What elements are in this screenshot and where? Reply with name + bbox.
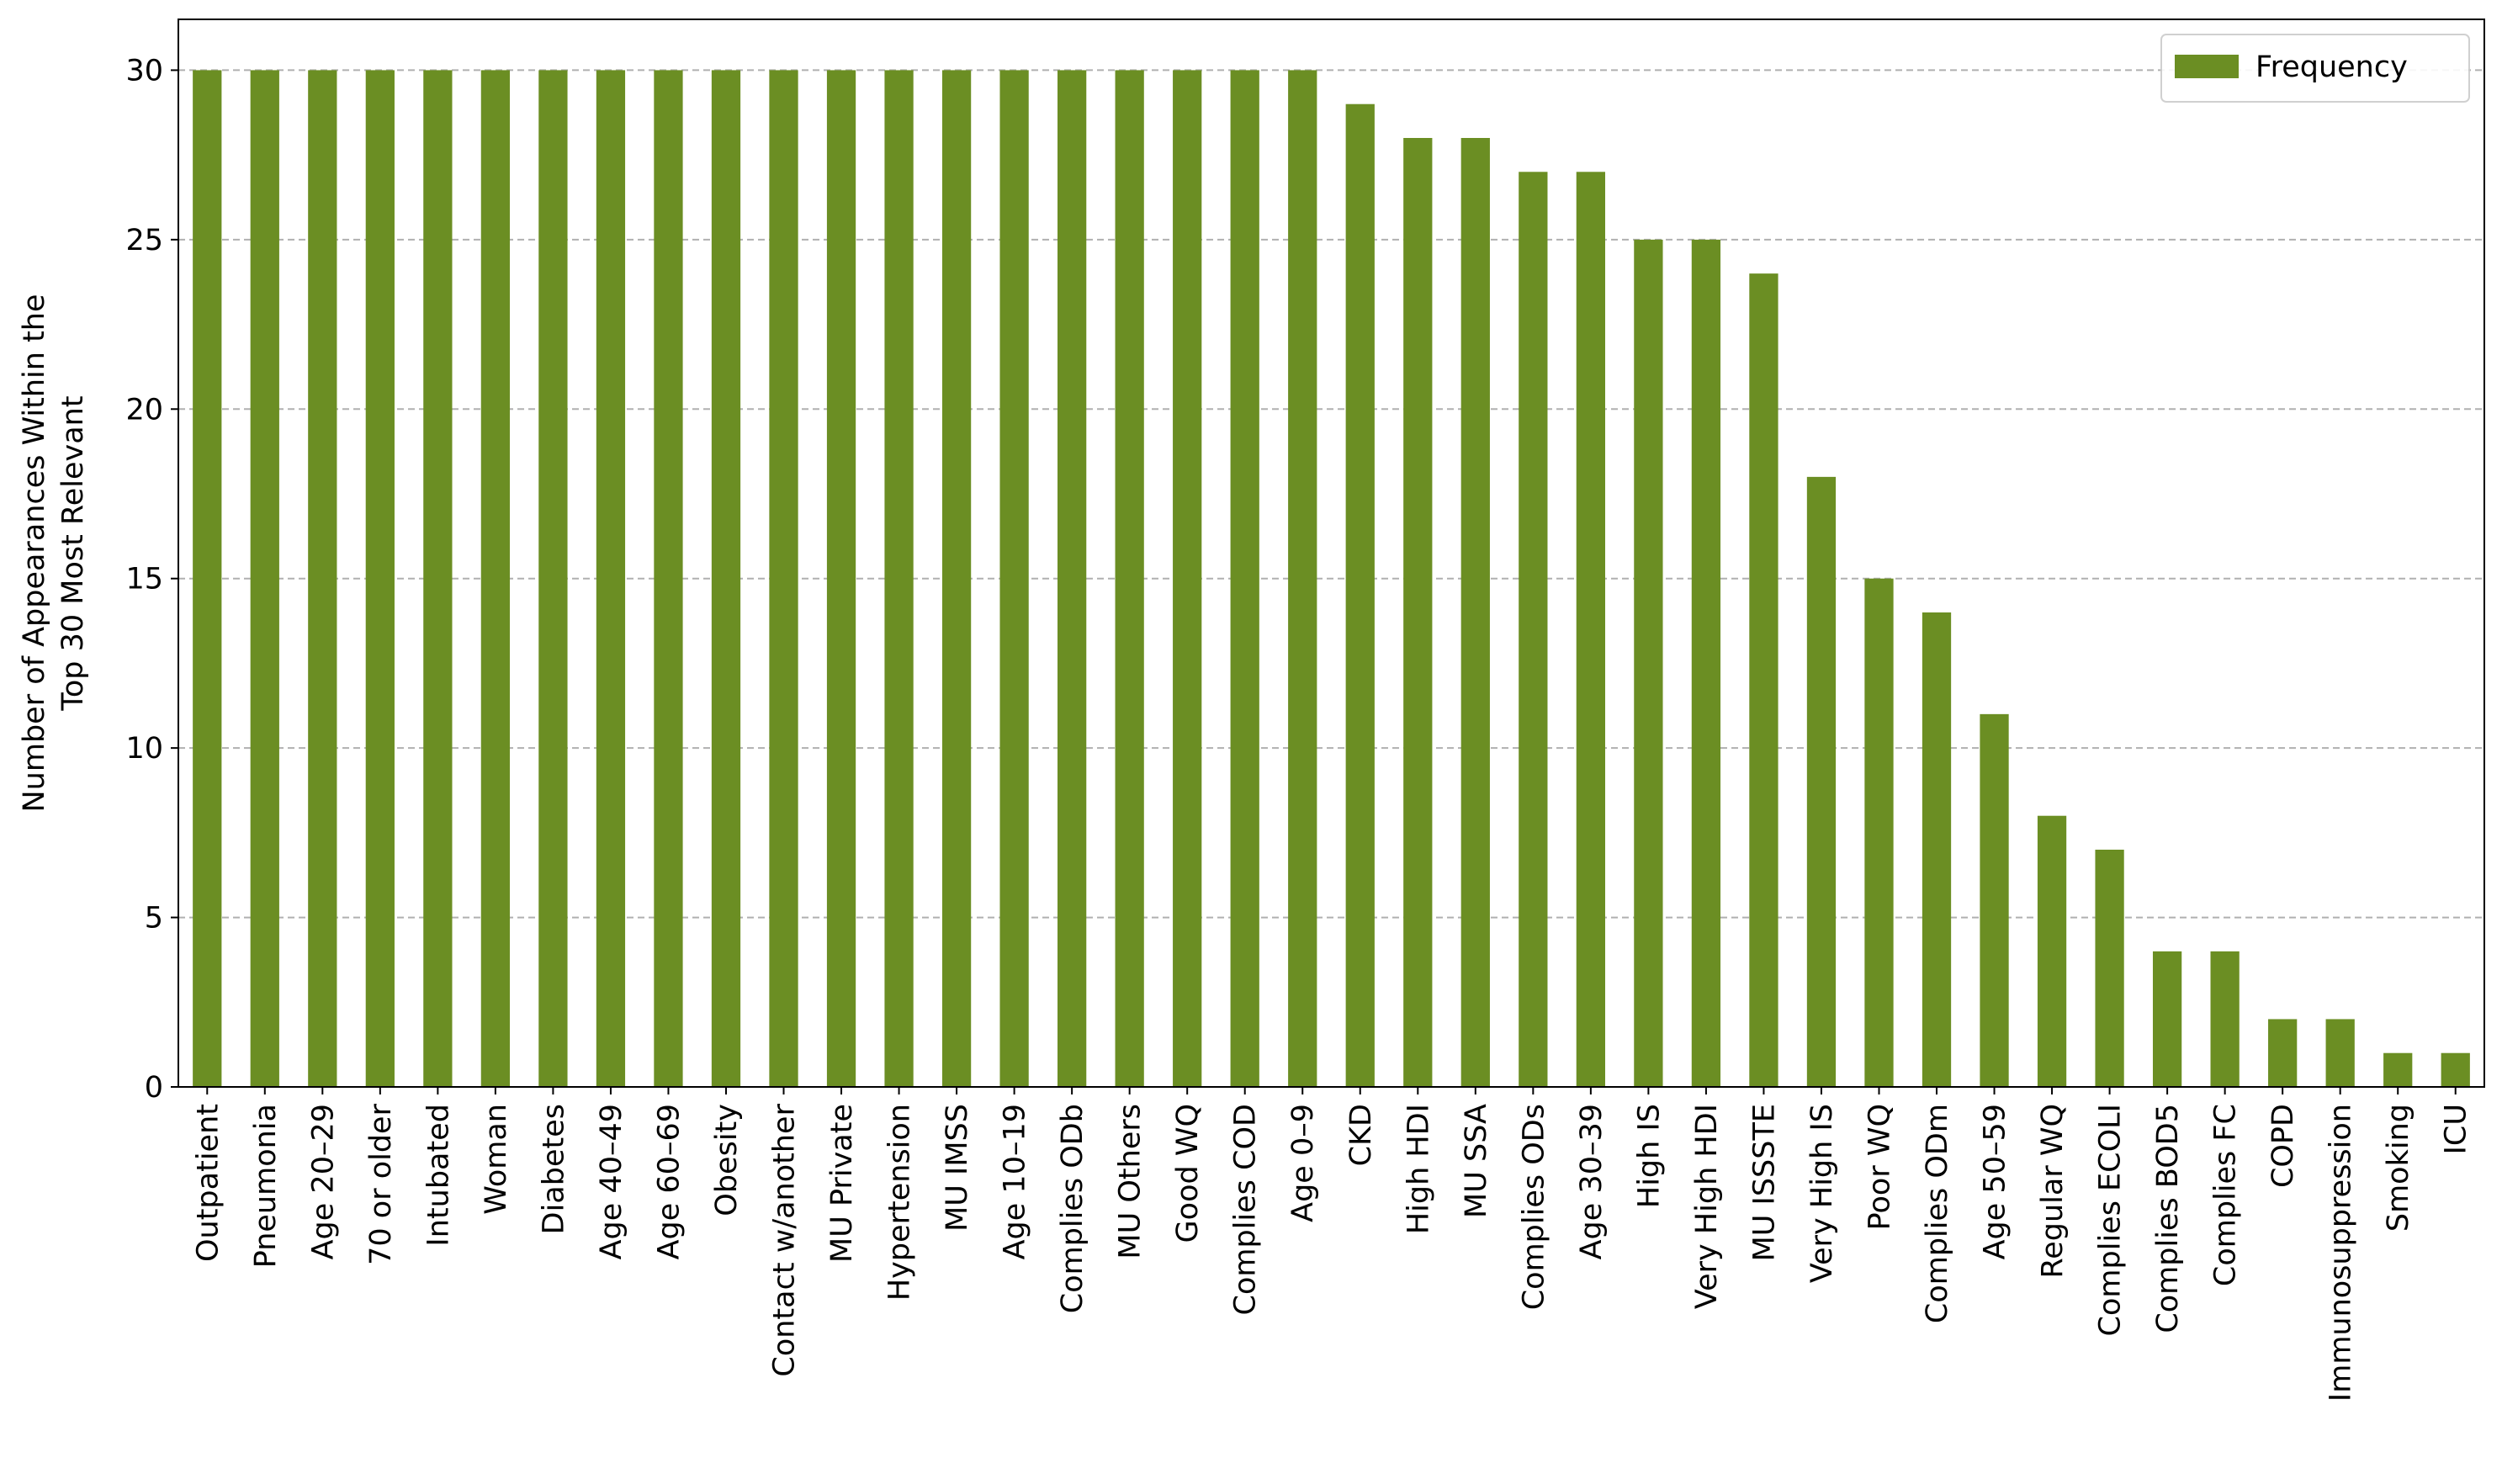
x-tick-label: Hypertension: [883, 1104, 917, 1301]
x-tick-label: Age 20–29: [306, 1104, 340, 1259]
bar: [2037, 815, 2067, 1087]
x-tick-label: Complies BOD5: [2151, 1104, 2185, 1333]
bar: [1922, 612, 1952, 1087]
bar: [826, 70, 856, 1087]
legend-box: [2160, 34, 2470, 103]
bar: [1345, 103, 1375, 1088]
x-tick-label: Age 30–39: [1575, 1104, 1609, 1259]
x-tick-label: Very High IS: [1805, 1104, 1839, 1283]
x-tick-label: Intubated: [421, 1104, 455, 1247]
bar: [2383, 1052, 2413, 1087]
x-tick-label: Diabetes: [537, 1104, 570, 1234]
bar: [1403, 138, 1433, 1087]
x-tick-label: Age 50–59: [1979, 1104, 2012, 1259]
x-tick-label: Complies ECOLI: [2094, 1104, 2128, 1336]
x-tick-label: Poor WQ: [1863, 1104, 1896, 1230]
bar: [1288, 70, 1317, 1087]
bar: [193, 70, 222, 1087]
bar: [308, 70, 337, 1087]
bar: [1460, 138, 1490, 1087]
x-tick-label: Complies FC: [2209, 1104, 2243, 1286]
bar: [2268, 1019, 2298, 1087]
bar: [250, 70, 279, 1087]
y-tick-label: 10: [125, 732, 163, 766]
bar: [1576, 172, 1605, 1087]
bar: [365, 70, 395, 1087]
x-tick-label: MU SSA: [1460, 1104, 1493, 1218]
x-tick-label: Age 40–49: [595, 1104, 628, 1259]
x-tick-label: Complies ODs: [1517, 1104, 1550, 1310]
x-tick-label: MU ISSSTE: [1747, 1104, 1781, 1261]
bar: [2210, 951, 2240, 1087]
x-tick-label: Age 0–9: [1286, 1104, 1320, 1222]
bar: [1173, 70, 1202, 1087]
legend-swatch: [2175, 55, 2239, 78]
x-tick-label: Very High HDI: [1690, 1104, 1724, 1309]
y-tick-label: 5: [145, 902, 163, 935]
y-tick-label: 20: [125, 393, 163, 427]
x-tick-label: Outpatient: [191, 1104, 225, 1262]
x-tick-label: MU IMSS: [941, 1104, 974, 1232]
bar: [999, 70, 1029, 1087]
x-tick-label: CKD: [1344, 1104, 1378, 1166]
bar: [2325, 1019, 2355, 1087]
x-tick-label: Complies ODm: [1921, 1104, 1954, 1323]
y-tick-label: 30: [125, 54, 163, 87]
x-tick-label: Good WQ: [1171, 1104, 1205, 1243]
plot-frame: [178, 19, 2485, 1088]
bar: [423, 70, 453, 1087]
legend-label: Frequency: [2256, 50, 2408, 84]
bar: [769, 70, 798, 1087]
bar: [941, 70, 972, 1087]
x-tick-label: Woman: [480, 1104, 513, 1215]
y-axis-label: Top 30 Most Relevant: [56, 395, 90, 711]
bar: [654, 70, 683, 1087]
x-tick-label: Obesity: [710, 1104, 744, 1216]
bar: [1115, 70, 1144, 1087]
bar: [1058, 70, 1087, 1087]
x-tick-label: High IS: [1632, 1104, 1666, 1208]
y-tick-label: 15: [125, 563, 163, 596]
x-tick-label: Immunosuppression: [2324, 1104, 2358, 1402]
bar: [1980, 713, 2009, 1087]
y-axis-label: Number of Appearances Within the: [18, 294, 51, 812]
bar: [1806, 476, 1837, 1087]
x-tick-label: COPD: [2266, 1104, 2300, 1188]
bar: [2441, 1052, 2470, 1087]
x-tick-label: Complies COD: [1229, 1104, 1263, 1315]
bar: [1749, 273, 1778, 1088]
x-tick-label: Age 60–69: [652, 1104, 686, 1259]
x-tick-label: Complies ODb: [1056, 1104, 1089, 1313]
x-tick-label: Smoking: [2382, 1104, 2415, 1232]
bar: [480, 70, 511, 1087]
x-tick-label: Contact w/another: [768, 1103, 802, 1376]
bar: [711, 70, 741, 1087]
bar: [1230, 70, 1259, 1087]
x-tick-label: MU Private: [825, 1104, 859, 1263]
x-tick-label: Age 10–19: [999, 1104, 1032, 1259]
bar: [1634, 239, 1663, 1087]
x-tick-label: Pneumonia: [249, 1104, 283, 1268]
bar: [596, 70, 626, 1087]
bar: [1519, 172, 1548, 1087]
bar: [2095, 850, 2124, 1087]
bar: [884, 70, 914, 1087]
bar: [1864, 578, 1894, 1087]
x-tick-label: ICU: [2440, 1104, 2473, 1154]
bar: [538, 70, 568, 1087]
x-tick-label: High HDI: [1402, 1104, 1435, 1234]
x-tick-label: 70 or older: [364, 1103, 398, 1264]
x-tick-label: MU Others: [1114, 1104, 1148, 1259]
bar: [1691, 239, 1721, 1087]
y-tick-label: 0: [145, 1071, 163, 1105]
bar: [2152, 951, 2182, 1087]
x-tick-label: Regular WQ: [2036, 1104, 2070, 1279]
y-tick-label: 25: [125, 224, 163, 257]
